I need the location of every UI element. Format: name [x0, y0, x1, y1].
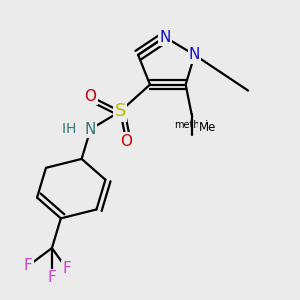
Text: methyl: methyl	[175, 120, 209, 130]
Text: N: N	[159, 30, 170, 45]
Text: N: N	[85, 122, 96, 137]
Text: O: O	[120, 134, 132, 148]
Text: N: N	[189, 47, 200, 62]
Text: H: H	[61, 122, 72, 136]
Text: Me: Me	[199, 121, 216, 134]
Text: F: F	[24, 258, 32, 273]
Text: H: H	[66, 122, 76, 136]
Text: O: O	[85, 89, 97, 104]
Text: F: F	[62, 261, 71, 276]
Text: S: S	[115, 102, 126, 120]
Text: F: F	[47, 270, 56, 285]
